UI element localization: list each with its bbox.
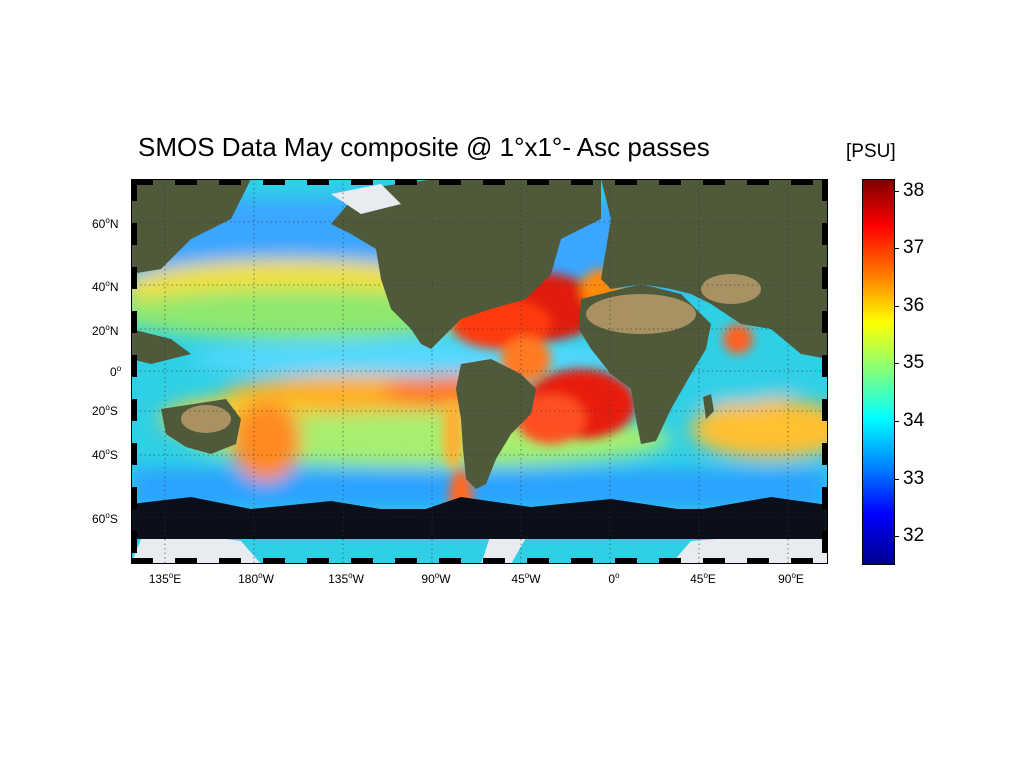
north-america (331, 179, 601, 349)
border-check (527, 558, 549, 564)
graticule (131, 179, 828, 564)
europe-asia (601, 179, 828, 359)
border-check (175, 179, 197, 185)
lon-label-90w: 90oW (421, 571, 451, 586)
lat-label-40s: 40oS (92, 447, 118, 462)
lat-label-40n: 40oN (92, 279, 119, 294)
border-check (791, 558, 813, 564)
land (131, 179, 828, 489)
colorbar-tick-mark (894, 536, 899, 538)
south-america (456, 359, 536, 489)
ice (131, 184, 828, 564)
greenland (521, 179, 571, 209)
colorbar-tick-mark (894, 478, 899, 480)
border-check (571, 179, 593, 185)
border-check (659, 558, 681, 564)
border-check (822, 267, 828, 289)
lon-label-45w: 45oW (511, 571, 541, 586)
lon-label-45e: 45oE (690, 571, 716, 586)
border-check (439, 558, 461, 564)
lon-label-135e: 135oE (148, 571, 182, 586)
lon-label-135w: 135oW (328, 571, 364, 586)
border-check (131, 487, 137, 509)
border-check (822, 443, 828, 465)
border-check (703, 179, 725, 185)
border-check (822, 223, 828, 245)
border-check (307, 179, 329, 185)
border-check (307, 558, 329, 564)
border-check (791, 179, 813, 185)
border-checks (131, 179, 828, 564)
colorbar-tick-label: 37 (903, 237, 925, 259)
colorbar-tick-mark (894, 305, 899, 307)
border-check (263, 179, 285, 185)
border-check (822, 355, 828, 377)
colorbar-tick-label: 33 (903, 467, 925, 489)
border-check (395, 179, 417, 185)
deserts (181, 274, 761, 433)
border-check (822, 399, 828, 421)
colorbar-tick-mark (894, 190, 899, 192)
border-check (263, 558, 285, 564)
colorbar-tick-label: 38 (903, 179, 925, 201)
no-data-southern (131, 497, 828, 539)
border-check (175, 558, 197, 564)
colorbar-units-label: [PSU] (846, 141, 896, 162)
colorbar-tick-label: 36 (903, 294, 925, 316)
border-check (219, 179, 241, 185)
border-check (131, 179, 153, 185)
map-title: SMOS Data May composite @ 1°x1°- Asc pas… (138, 132, 710, 162)
border-check (131, 355, 137, 377)
border-check (615, 179, 637, 185)
border-check (571, 558, 593, 564)
lon-label-180w: 180oW (238, 571, 274, 586)
border-check (747, 179, 769, 185)
border-check (822, 531, 828, 553)
indonesia (131, 329, 191, 364)
lat-label-0: 0o (110, 364, 122, 379)
border-check (395, 558, 417, 564)
border-check (131, 558, 153, 564)
border-check (703, 558, 725, 564)
border-check (483, 558, 505, 564)
lat-label-20s: 20oS (92, 403, 118, 418)
lat-label-60n: 60oN (92, 216, 119, 231)
lat-label-60s: 60oS (92, 511, 118, 526)
border-check (439, 179, 461, 185)
colorbar-tick-mark (894, 248, 899, 250)
colorbar-tick-mark (894, 363, 899, 365)
salinity-map (131, 179, 828, 564)
border-check (131, 179, 137, 201)
colorbar (862, 179, 895, 565)
border-check (822, 311, 828, 333)
border-check (747, 558, 769, 564)
border-check (131, 531, 137, 553)
border-check (131, 399, 137, 421)
lat-label-20n: 20oN (92, 323, 119, 338)
border-check (822, 487, 828, 509)
colorbar-tick-label: 32 (903, 525, 925, 547)
border-check (131, 267, 137, 289)
border-check (219, 558, 241, 564)
border-check (131, 443, 137, 465)
border-check (483, 179, 505, 185)
border-check (351, 558, 373, 564)
border-check (822, 179, 828, 201)
madagascar (703, 394, 714, 419)
border-check (131, 311, 137, 333)
border-check (615, 558, 637, 564)
asia-east-edge (131, 179, 251, 274)
lon-label-90e: 90oE (778, 571, 804, 586)
colorbar-tick-label: 35 (903, 352, 925, 374)
colorbar-tick-mark (894, 420, 899, 422)
lon-label-0: 0o (608, 571, 620, 586)
border-check (659, 179, 681, 185)
border-check (131, 223, 137, 245)
border-check (527, 179, 549, 185)
border-check (351, 179, 373, 185)
colorbar-tick-label: 34 (903, 409, 925, 431)
